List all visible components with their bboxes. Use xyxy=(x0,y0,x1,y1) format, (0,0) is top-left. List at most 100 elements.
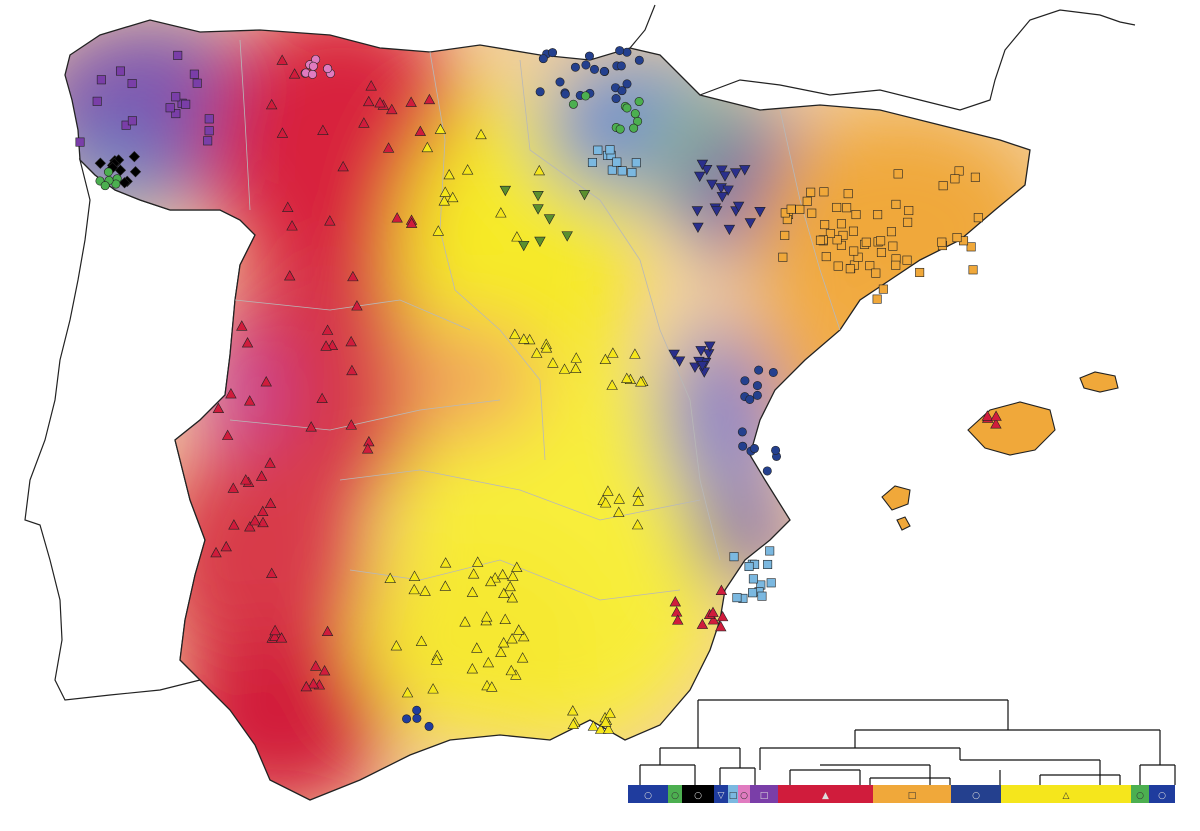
sample-marker-c9 xyxy=(722,185,734,196)
sample-marker-c10 xyxy=(513,624,525,635)
sample-marker-c9 xyxy=(691,206,704,217)
sample-marker-c10 xyxy=(443,168,455,180)
sample-marker-c5 xyxy=(308,61,318,71)
sample-marker-c10 xyxy=(419,585,431,596)
sample-marker-c7 xyxy=(260,376,272,387)
cluster-bar-segment xyxy=(682,785,714,803)
sample-marker-c9 xyxy=(695,346,707,357)
cluster-bar-segment xyxy=(778,785,873,803)
sample-marker-c10 xyxy=(430,654,443,665)
sample-marker-c9 xyxy=(719,171,731,182)
sample-marker-c4 xyxy=(627,168,637,178)
sample-marker-c10 xyxy=(461,164,474,175)
sample-marker-c12 xyxy=(548,48,558,58)
sample-marker-c10 xyxy=(613,493,625,504)
sample-marker-c12 xyxy=(634,55,644,65)
sample-marker-c2 xyxy=(103,167,113,177)
sample-marker-c11 xyxy=(532,190,544,202)
sample-marker-c8 xyxy=(802,196,812,206)
sample-marker-c8 xyxy=(820,220,830,230)
sample-marker-c7 xyxy=(715,584,728,595)
sample-marker-c7 xyxy=(269,624,281,636)
sample-marker-c11 xyxy=(518,240,530,252)
sample-marker-c10 xyxy=(495,207,507,218)
sample-marker-c10 xyxy=(390,640,403,651)
sample-marker-c10 xyxy=(607,347,619,358)
sample-marker-c10 xyxy=(547,357,559,368)
sample-marker-c7 xyxy=(990,410,1002,421)
sample-marker-c7 xyxy=(244,521,256,532)
sample-marker-c8 xyxy=(893,169,903,179)
sample-marker-c12 xyxy=(570,62,580,72)
sample-marker-c7 xyxy=(310,660,322,671)
sample-marker-c7 xyxy=(707,606,719,617)
sample-marker-c10 xyxy=(459,616,471,627)
sample-marker-c8 xyxy=(871,268,881,278)
sample-marker-c8 xyxy=(915,267,925,277)
sample-marker-c10 xyxy=(408,570,421,581)
sample-marker-c12 xyxy=(771,445,781,455)
sample-marker-c3 xyxy=(94,157,106,169)
sample-marker-c7 xyxy=(391,212,403,223)
sample-marker-c12 xyxy=(738,441,748,451)
sample-marker-c10 xyxy=(475,128,487,140)
sample-marker-c8 xyxy=(950,174,960,184)
sample-marker-c12 xyxy=(555,77,565,87)
sample-marker-c12 xyxy=(762,466,772,476)
sample-marker-c9 xyxy=(723,224,736,236)
sample-marker-c8 xyxy=(807,208,817,218)
sample-marker-c7 xyxy=(276,54,288,65)
sample-marker-c8 xyxy=(821,252,831,262)
sample-marker-c2 xyxy=(630,109,640,119)
sample-marker-c7 xyxy=(244,395,256,406)
sample-marker-c7 xyxy=(228,519,240,530)
sample-marker-c11 xyxy=(561,231,573,242)
dendrogram xyxy=(639,699,1176,785)
cluster-bar-segment xyxy=(1149,785,1175,803)
sample-marker-c12 xyxy=(615,46,625,56)
sample-marker-c7 xyxy=(351,300,363,311)
sample-marker-c10 xyxy=(507,570,519,581)
sample-marker-c7 xyxy=(715,620,727,632)
sample-marker-c7 xyxy=(220,540,232,552)
sample-marker-c8 xyxy=(819,187,829,197)
sample-marker-c8 xyxy=(848,226,858,236)
sample-marker-c4 xyxy=(757,591,767,601)
cluster-bar-segment xyxy=(873,785,951,803)
sample-marker-c2 xyxy=(634,97,644,107)
sample-marker-c7 xyxy=(269,630,281,641)
sample-marker-c2 xyxy=(622,103,632,113)
sample-marker-c8 xyxy=(903,217,913,227)
sample-marker-c10 xyxy=(540,342,553,353)
sample-marker-c12 xyxy=(749,444,759,454)
sample-marker-c8 xyxy=(902,255,912,265)
sample-marker-c9 xyxy=(744,218,757,229)
sample-marker-c10 xyxy=(629,348,641,359)
sample-marker-c7 xyxy=(669,596,681,607)
sample-marker-c7 xyxy=(321,324,334,335)
cluster-color-bar: ○ ○ ○ ▽ □ ○ □ ▲ □ ○ △ ○ ○ xyxy=(628,785,1175,803)
sample-marker-c7 xyxy=(265,98,278,110)
sample-marker-c8 xyxy=(815,235,825,245)
sample-marker-c7 xyxy=(405,96,417,107)
sample-marker-c10 xyxy=(472,556,484,567)
sample-marker-c10 xyxy=(587,720,600,731)
sample-marker-c10 xyxy=(533,164,545,176)
sample-marker-c7 xyxy=(317,124,329,135)
sample-marker-c7 xyxy=(696,618,709,629)
sample-marker-c9 xyxy=(668,349,680,361)
sample-marker-c8 xyxy=(832,235,842,245)
sample-marker-c8 xyxy=(938,181,948,191)
sample-marker-c8 xyxy=(973,213,983,223)
sample-marker-c8 xyxy=(849,246,859,256)
cluster-bar-symbol: ▽ xyxy=(718,791,725,801)
sample-marker-c9 xyxy=(710,206,723,217)
sample-marker-c6 xyxy=(204,114,214,124)
cluster-bar-segment xyxy=(628,785,668,803)
sample-marker-c7 xyxy=(212,402,225,413)
sample-marker-c8 xyxy=(878,284,888,294)
sample-marker-c10 xyxy=(602,485,614,496)
sample-marker-c9 xyxy=(689,362,701,373)
sample-marker-c10 xyxy=(567,705,579,716)
sample-marker-c7 xyxy=(365,80,377,91)
